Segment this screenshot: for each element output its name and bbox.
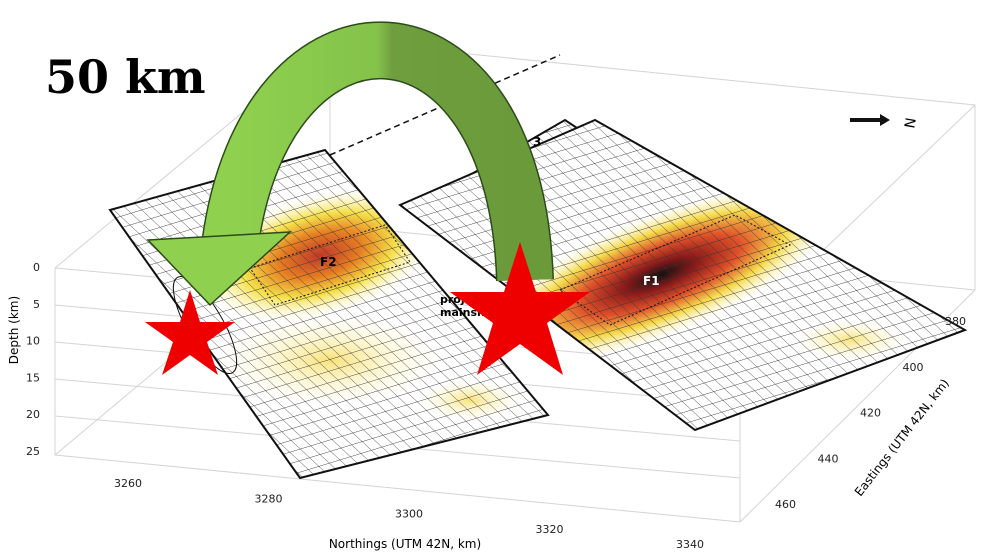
tick-label: 3320 [536, 523, 564, 536]
fault-label: F1 [643, 274, 660, 288]
tick-label: 5 [33, 298, 40, 311]
fault-label: F2 [320, 255, 337, 269]
tick-label: 3280 [255, 492, 283, 505]
axis-label: Depth (km) [7, 296, 21, 364]
tick-label: 380 [945, 315, 966, 328]
axis-label: Northings (UTM 42N, km) [329, 537, 481, 551]
tick-label: 440 [818, 452, 839, 465]
north-arrow: N [850, 114, 918, 129]
tick-label: 3260 [114, 477, 142, 490]
tick-label: 20 [26, 408, 40, 421]
scale-label: 50 km [45, 50, 206, 104]
tick-label: 0 [33, 261, 40, 274]
tick-label: 3300 [395, 508, 423, 521]
mainshock-label: mainsh [440, 306, 485, 319]
star [145, 290, 235, 375]
arrow [146, 21, 554, 307]
tick-label: 420 [860, 407, 881, 420]
tick-label: 15 [26, 371, 40, 384]
tick-label: 25 [26, 445, 40, 458]
tick-label: 3340 [676, 538, 704, 551]
axis-label: Eastings (UTM 42N, km) [852, 376, 952, 499]
ticks: 0 5 10 15 20 25 3260 3280 3300 3320 3340 380 400 420 4… [26, 261, 966, 551]
north-label: N [900, 116, 918, 129]
tick-label: 460 [775, 498, 796, 511]
star [450, 242, 590, 375]
tick-label: 10 [26, 335, 40, 348]
tick-label: 400 [903, 361, 924, 374]
fault-label: 3 [533, 135, 541, 149]
